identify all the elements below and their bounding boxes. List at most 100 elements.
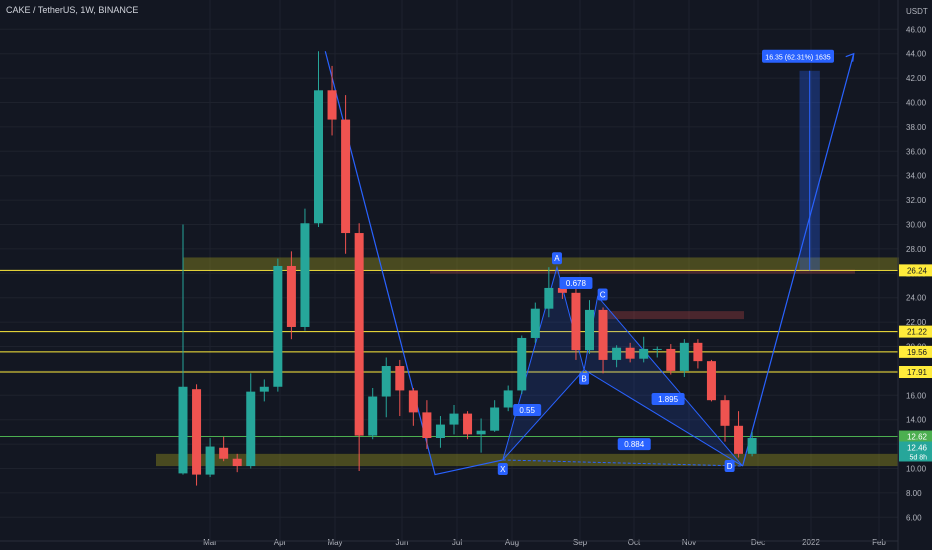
price-tag-label: 12.62: [907, 433, 928, 442]
interval[interactable]: 1W: [80, 5, 94, 15]
candle-body: [463, 413, 473, 435]
projection-arrowhead: [845, 52, 855, 62]
y-tick-label: 16.00: [906, 391, 927, 400]
price-tag-label: 19.56: [907, 348, 928, 357]
chart-header: CAKE / TetherUS, 1W, BINANCE: [6, 5, 139, 15]
pattern-point-label: C: [600, 290, 606, 299]
candle-body: [503, 390, 513, 408]
candle-body: [476, 430, 486, 435]
candle-body: [273, 265, 283, 387]
y-tick-label: 8.00: [906, 489, 922, 498]
candle-body: [530, 308, 540, 338]
candle-body: [612, 347, 622, 360]
y-tick-label: 28.00: [906, 245, 927, 254]
ratio-label-bg: [513, 403, 542, 416]
candlesticks: [178, 51, 757, 486]
countdown-label: 5d 8h: [909, 454, 927, 461]
x-tick-label: 2022: [802, 538, 820, 547]
candle-body: [598, 309, 608, 360]
x-tick-label: Sep: [573, 538, 588, 547]
drop-leg-line: [324, 51, 503, 476]
candle-body: [192, 389, 202, 475]
candle-body: [706, 361, 716, 401]
ratio-label-bg: [617, 438, 651, 451]
candle-body: [490, 407, 500, 431]
candle-body: [395, 366, 405, 391]
ratio-label-bg: [651, 392, 685, 405]
y-tick-label: 42.00: [906, 74, 927, 83]
x-tick-label: Apr: [274, 538, 287, 547]
pattern-point-label: A: [554, 254, 560, 263]
projection-line: [742, 53, 855, 467]
y-tick-label: 36.00: [906, 147, 927, 156]
candle-body: [314, 90, 323, 224]
price-tag: [899, 430, 932, 443]
pattern-point-label: D: [727, 462, 733, 471]
candle-body: [259, 386, 269, 392]
candle-body: [300, 223, 310, 327]
y-tick-label: 38.00: [906, 123, 927, 132]
candle-body: [232, 458, 242, 467]
price-tag: [899, 325, 932, 338]
y-tick-label: 14.00: [906, 416, 927, 425]
candle-body: [734, 425, 744, 454]
candle-body: [219, 447, 229, 459]
candle-body: [693, 342, 703, 362]
y-tick-label: 46.00: [906, 25, 927, 34]
candle-body: [679, 342, 689, 371]
candle-body: [557, 287, 567, 293]
ratio-label-bg: [559, 277, 593, 290]
candle-body: [408, 390, 418, 413]
y-tick-label: 44.00: [906, 50, 927, 59]
candle-body: [625, 347, 635, 359]
candle-body: [327, 90, 337, 120]
ratio-label: 0.55: [519, 406, 535, 415]
price-zones: [156, 257, 899, 467]
current-price-label: 12.46: [907, 443, 928, 452]
pattern-point-label-bg: [724, 460, 735, 473]
pattern-point-label-bg: [597, 288, 608, 301]
candle-body: [747, 438, 757, 454]
pattern-point-label: B: [581, 375, 586, 384]
candle-body: [720, 400, 730, 426]
y-tick-label: 10.00: [906, 465, 927, 474]
candle-body: [246, 391, 256, 467]
candle-body: [639, 348, 649, 359]
ratio-label: 1.895: [658, 395, 679, 404]
x-tick-label: Oct: [628, 538, 641, 547]
red-range: [430, 269, 855, 274]
currency-label: USDT: [906, 7, 928, 16]
candle-body: [286, 265, 296, 327]
ratio-label: 0.884: [624, 440, 645, 449]
pattern-point-label: X: [500, 465, 506, 474]
price-zone: [156, 453, 898, 467]
x-tick-label: Aug: [505, 538, 519, 547]
exchange: BINANCE: [98, 5, 139, 15]
candle-body: [666, 348, 676, 371]
x-tick-label: Jun: [396, 538, 409, 547]
pattern-point-label-bg: [551, 252, 562, 265]
candle-body: [422, 412, 432, 438]
x-tick-label: Nov: [682, 538, 696, 547]
price-tag-label: 26.24: [907, 266, 928, 275]
grid: [0, 0, 898, 541]
y-tick-label: 24.00: [906, 294, 927, 303]
y-tick-label: 30.00: [906, 221, 927, 230]
price-tag: [899, 345, 932, 358]
x-tick-label: Mar: [203, 538, 217, 547]
measure-tool: 16.35 (62.31%) 1635: [762, 49, 834, 271]
candle-body: [544, 287, 554, 309]
y-tick-label: 6.00: [906, 513, 922, 522]
candle-body: [381, 366, 391, 397]
symbol-name[interactable]: CAKE / TetherUS: [6, 5, 76, 15]
measure-label-bg: [762, 49, 834, 63]
measure-label: 16.35 (62.31%) 1635: [765, 54, 830, 61]
candle-body: [517, 337, 527, 391]
candle-body: [205, 446, 215, 475]
price-tag: [899, 365, 932, 378]
candle-body: [341, 119, 351, 234]
price-tag-label: 17.91: [907, 368, 928, 377]
y-tick-label: 22.00: [906, 318, 927, 327]
